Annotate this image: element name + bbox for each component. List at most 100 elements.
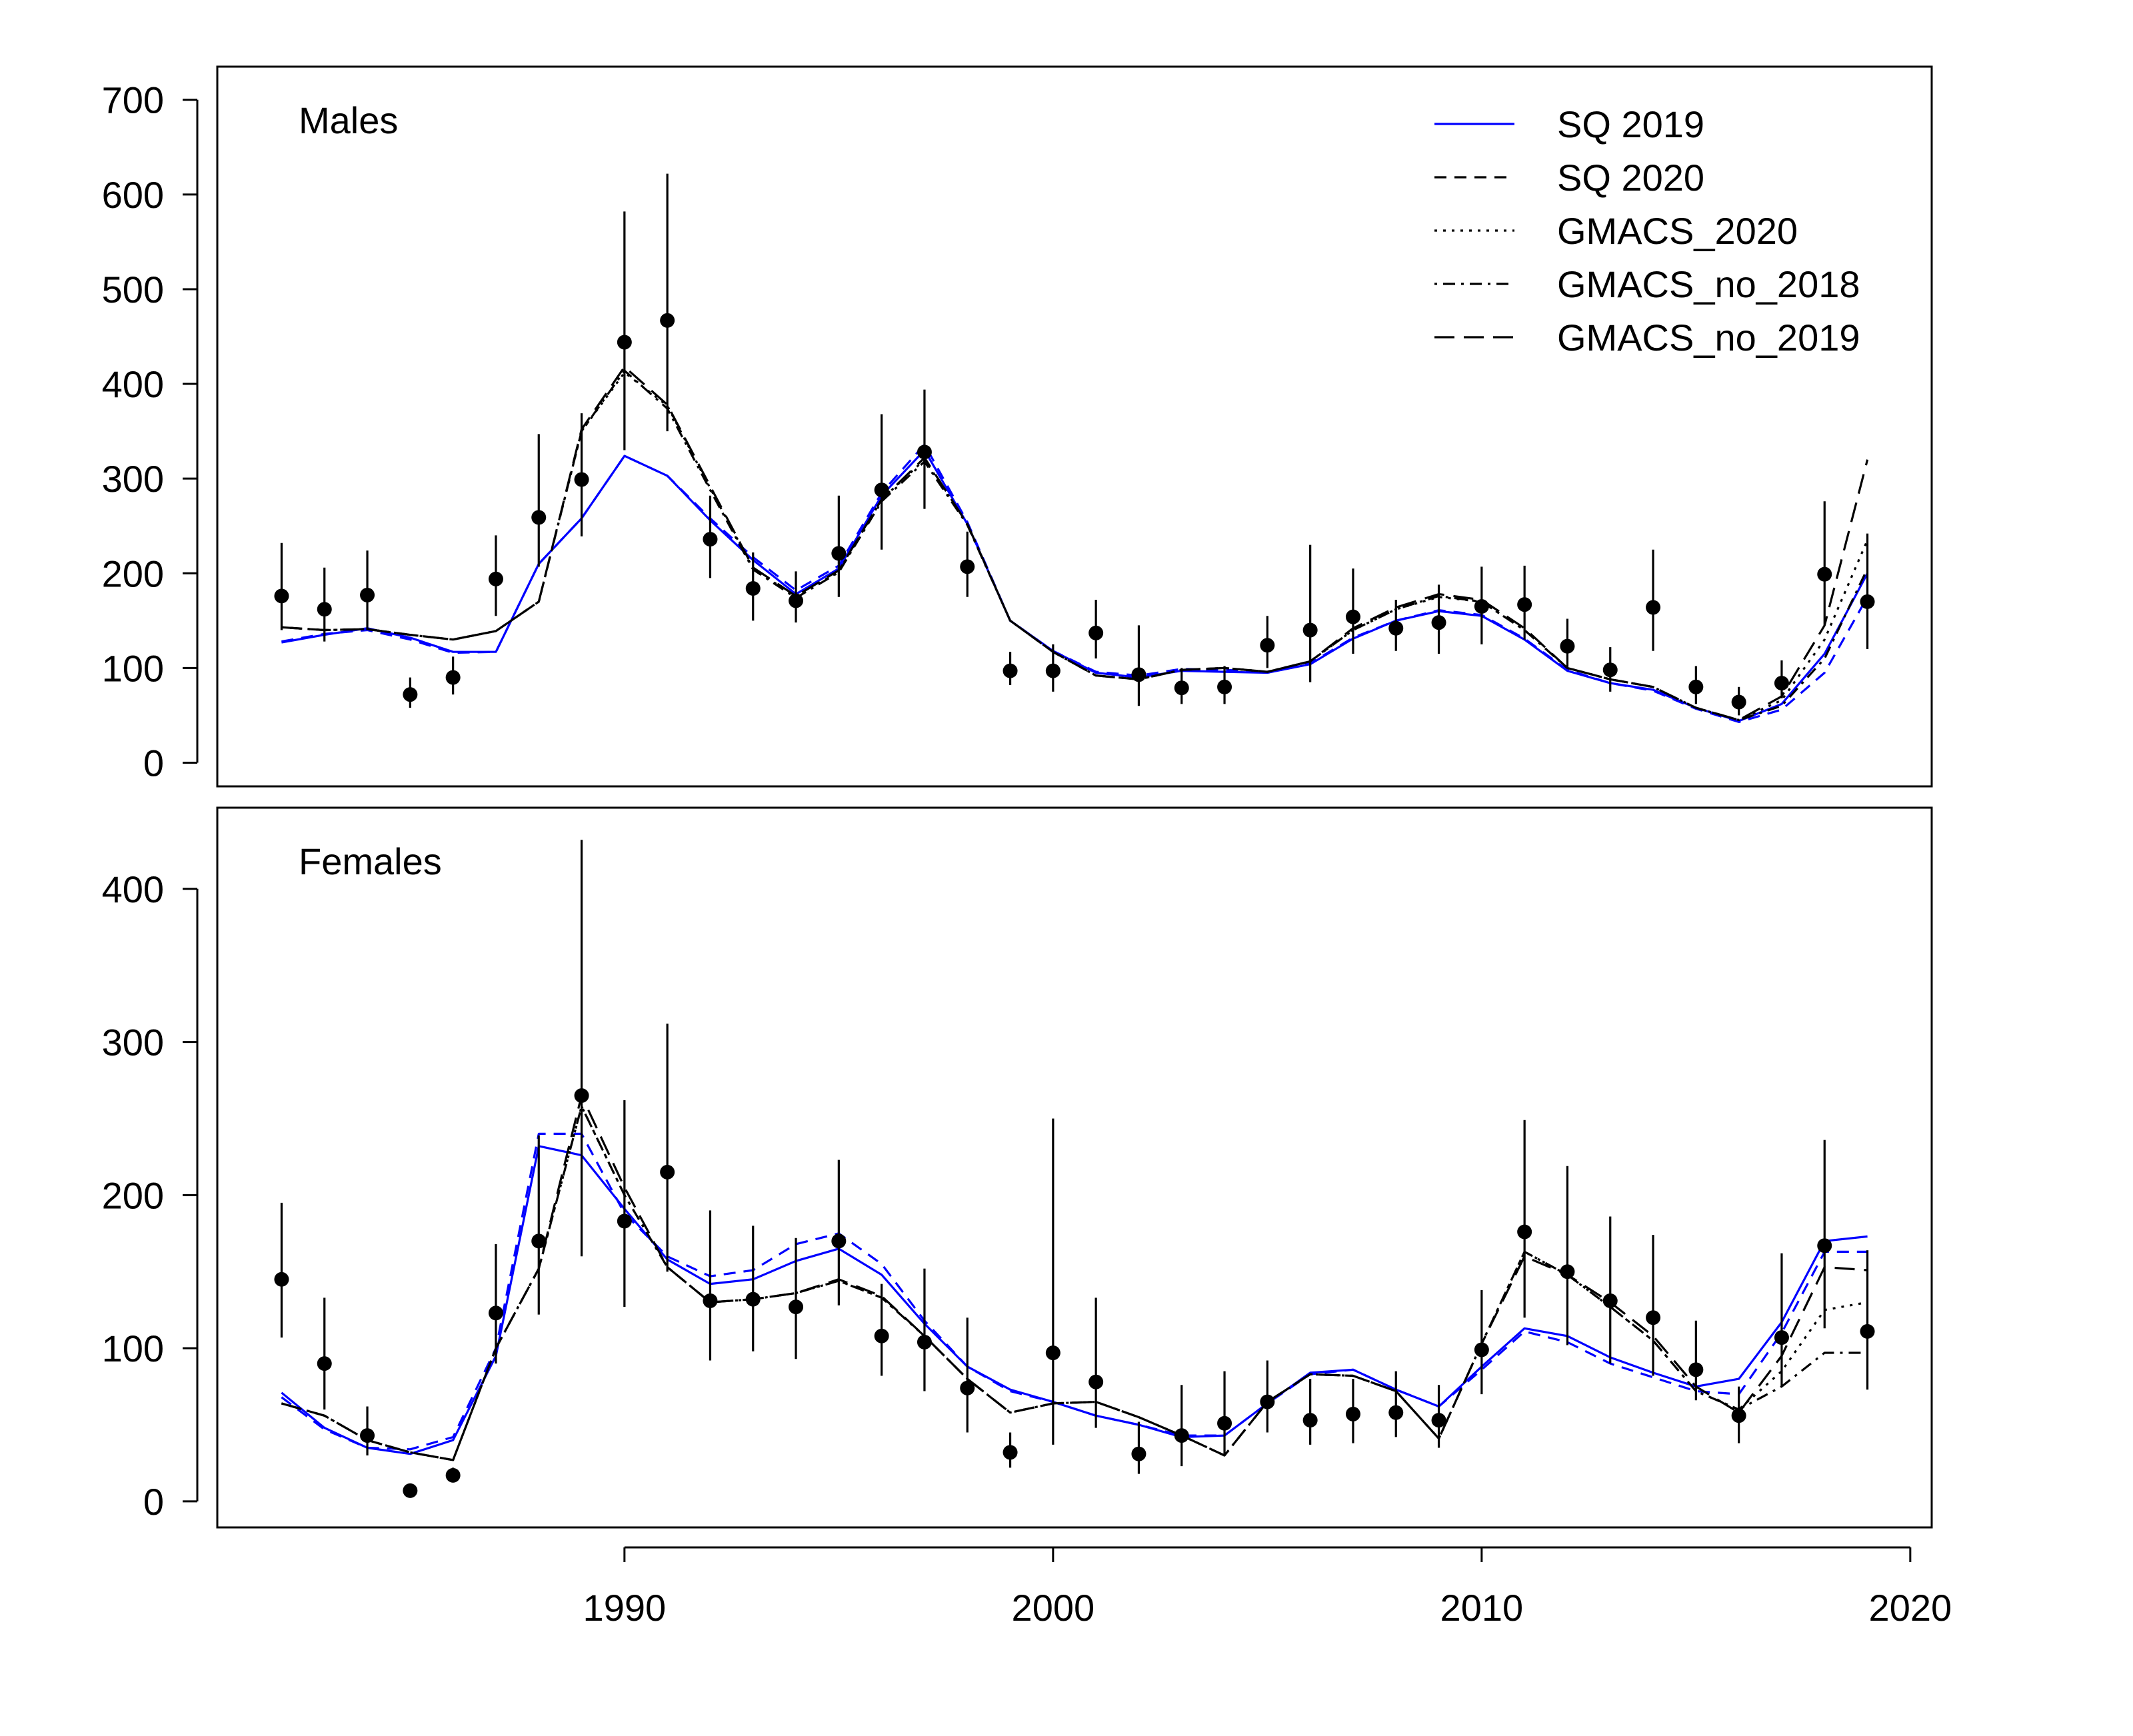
y-tick-label: 0 (143, 742, 164, 784)
data-point (1431, 1413, 1446, 1428)
data-point (488, 1305, 503, 1321)
data-point (1560, 638, 1575, 654)
data-point (874, 482, 889, 498)
data-point (1045, 663, 1061, 678)
legend-label: SQ 2020 (1557, 157, 1704, 199)
data-point (1774, 1330, 1789, 1345)
data-point (1174, 1428, 1189, 1443)
data-point (1817, 1238, 1832, 1254)
data-point (531, 1234, 547, 1249)
data-point (1088, 625, 1104, 640)
data-point (1302, 622, 1318, 638)
x-tick-label: 1990 (583, 1587, 667, 1629)
data-point (531, 510, 547, 525)
data-point (1345, 1406, 1360, 1421)
x-tick-label: 2000 (1012, 1587, 1095, 1629)
y-tick-label: 700 (102, 79, 164, 121)
y-tick-label: 200 (102, 552, 164, 594)
data-point (1517, 1224, 1532, 1240)
data-point (831, 546, 847, 561)
data-point (1003, 1445, 1018, 1460)
panel-1: 0 100 200 300 400 1990 2000 2010 2020 Females (102, 806, 1952, 1629)
y-tick-label: 600 (102, 174, 164, 216)
data-point (1860, 594, 1875, 609)
data-point (789, 1300, 804, 1315)
series-line-sq-2020 (281, 1132, 1868, 1451)
y-tick-label: 400 (102, 868, 164, 910)
data-point (917, 444, 932, 460)
y-tick-label: 400 (102, 363, 164, 405)
data-point (360, 587, 375, 602)
legend-label: SQ 2019 (1557, 103, 1704, 145)
data-point (1260, 1394, 1275, 1409)
panel-title: Females (299, 840, 442, 882)
data-point (1174, 680, 1189, 696)
data-point (445, 670, 461, 685)
data-point (960, 1380, 975, 1395)
data-point (1388, 620, 1404, 636)
data-point (874, 1328, 889, 1343)
y-tick-label: 200 (102, 1174, 164, 1216)
data-point (403, 687, 418, 702)
data-point (1045, 1345, 1061, 1361)
series-line-sq-2020 (281, 443, 1868, 724)
data-point (703, 1293, 718, 1308)
data-point (831, 1234, 847, 1249)
data-point (1217, 679, 1232, 694)
data-point (789, 593, 804, 608)
series-line-gmacs-no-2019 (281, 365, 1869, 722)
data-point (1088, 1374, 1104, 1389)
panel-title: Males (299, 99, 398, 141)
data-point (317, 1356, 332, 1371)
data-point (403, 1483, 418, 1498)
data-point (703, 532, 718, 547)
data-point (1646, 1310, 1661, 1325)
legend-label: GMACS_no_2018 (1557, 263, 1860, 305)
data-point (660, 1164, 675, 1180)
y-tick-label: 0 (143, 1481, 164, 1523)
data-point (360, 1428, 375, 1443)
y-tick-label: 100 (102, 647, 164, 689)
y-tick-label: 500 (102, 269, 164, 311)
data-point (317, 602, 332, 617)
x-tick-label: 2010 (1440, 1587, 1524, 1629)
data-point (1131, 667, 1146, 682)
data-point (660, 313, 675, 328)
data-point (488, 571, 503, 586)
data-point (1774, 676, 1789, 691)
data-point (617, 1214, 632, 1229)
data-point (1517, 597, 1532, 612)
legend-label: GMACS_2020 (1557, 210, 1798, 252)
data-point (917, 1334, 932, 1349)
data-point (1302, 1413, 1318, 1428)
plot-frame (216, 65, 1933, 788)
plot-frame (216, 806, 1933, 1529)
panel-0: 0 100 200 300 400 500 600 700 Males (102, 65, 1933, 788)
data-point (1602, 662, 1618, 678)
data-point (1646, 600, 1661, 615)
data-point (1602, 1293, 1618, 1308)
data-point (1688, 1362, 1704, 1377)
x-tick-label: 2020 (1869, 1587, 1952, 1629)
data-point (745, 581, 761, 596)
data-point (1474, 599, 1489, 614)
data-point (1217, 1415, 1232, 1431)
data-point (574, 472, 589, 487)
data-point (1003, 663, 1018, 678)
data-point (1431, 615, 1446, 630)
data-point (274, 1272, 289, 1287)
data-point (1731, 694, 1746, 710)
y-tick-label: 300 (102, 1022, 164, 1064)
data-point (1474, 1342, 1489, 1357)
data-point (1731, 1408, 1746, 1423)
data-point (745, 1292, 761, 1307)
data-point (1388, 1405, 1404, 1420)
data-point (1688, 679, 1704, 694)
data-point (1817, 566, 1832, 582)
data-point (960, 559, 975, 574)
data-point (574, 1088, 589, 1103)
data-point (617, 335, 632, 350)
data-point (1560, 1264, 1575, 1280)
data-point (1860, 1323, 1875, 1339)
